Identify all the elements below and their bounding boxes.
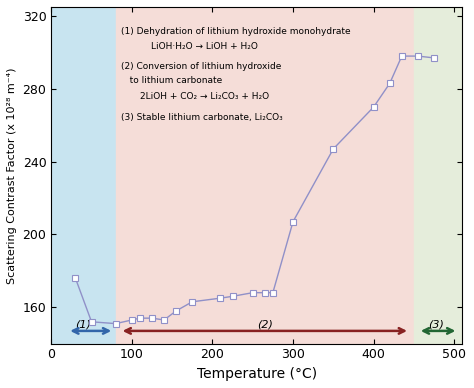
Bar bbox=[116, 7, 414, 344]
Text: (1): (1) bbox=[75, 319, 91, 329]
Text: (2) Conversion of lithium hydroxide: (2) Conversion of lithium hydroxide bbox=[121, 62, 282, 71]
Bar bbox=[414, 7, 462, 344]
Y-axis label: Scattering Contrast Factor (x 10²⁸ m⁻⁴): Scattering Contrast Factor (x 10²⁸ m⁻⁴) bbox=[7, 67, 17, 284]
X-axis label: Temperature (°C): Temperature (°C) bbox=[197, 367, 317, 381]
Text: (1) Dehydration of lithium hydroxide monohydrate: (1) Dehydration of lithium hydroxide mon… bbox=[121, 27, 351, 36]
Bar bbox=[51, 7, 116, 344]
Text: (3) Stable lithium carbonate, Li₂CO₃: (3) Stable lithium carbonate, Li₂CO₃ bbox=[121, 113, 283, 121]
Text: (3): (3) bbox=[428, 319, 445, 329]
Text: LiOH·H₂O → LiOH + H₂O: LiOH·H₂O → LiOH + H₂O bbox=[151, 42, 258, 50]
Text: (2): (2) bbox=[257, 319, 273, 329]
Text: 2LiOH + CO₂ → Li₂CO₃ + H₂O: 2LiOH + CO₂ → Li₂CO₃ + H₂O bbox=[140, 92, 269, 102]
Text: to lithium carbonate: to lithium carbonate bbox=[121, 76, 223, 85]
